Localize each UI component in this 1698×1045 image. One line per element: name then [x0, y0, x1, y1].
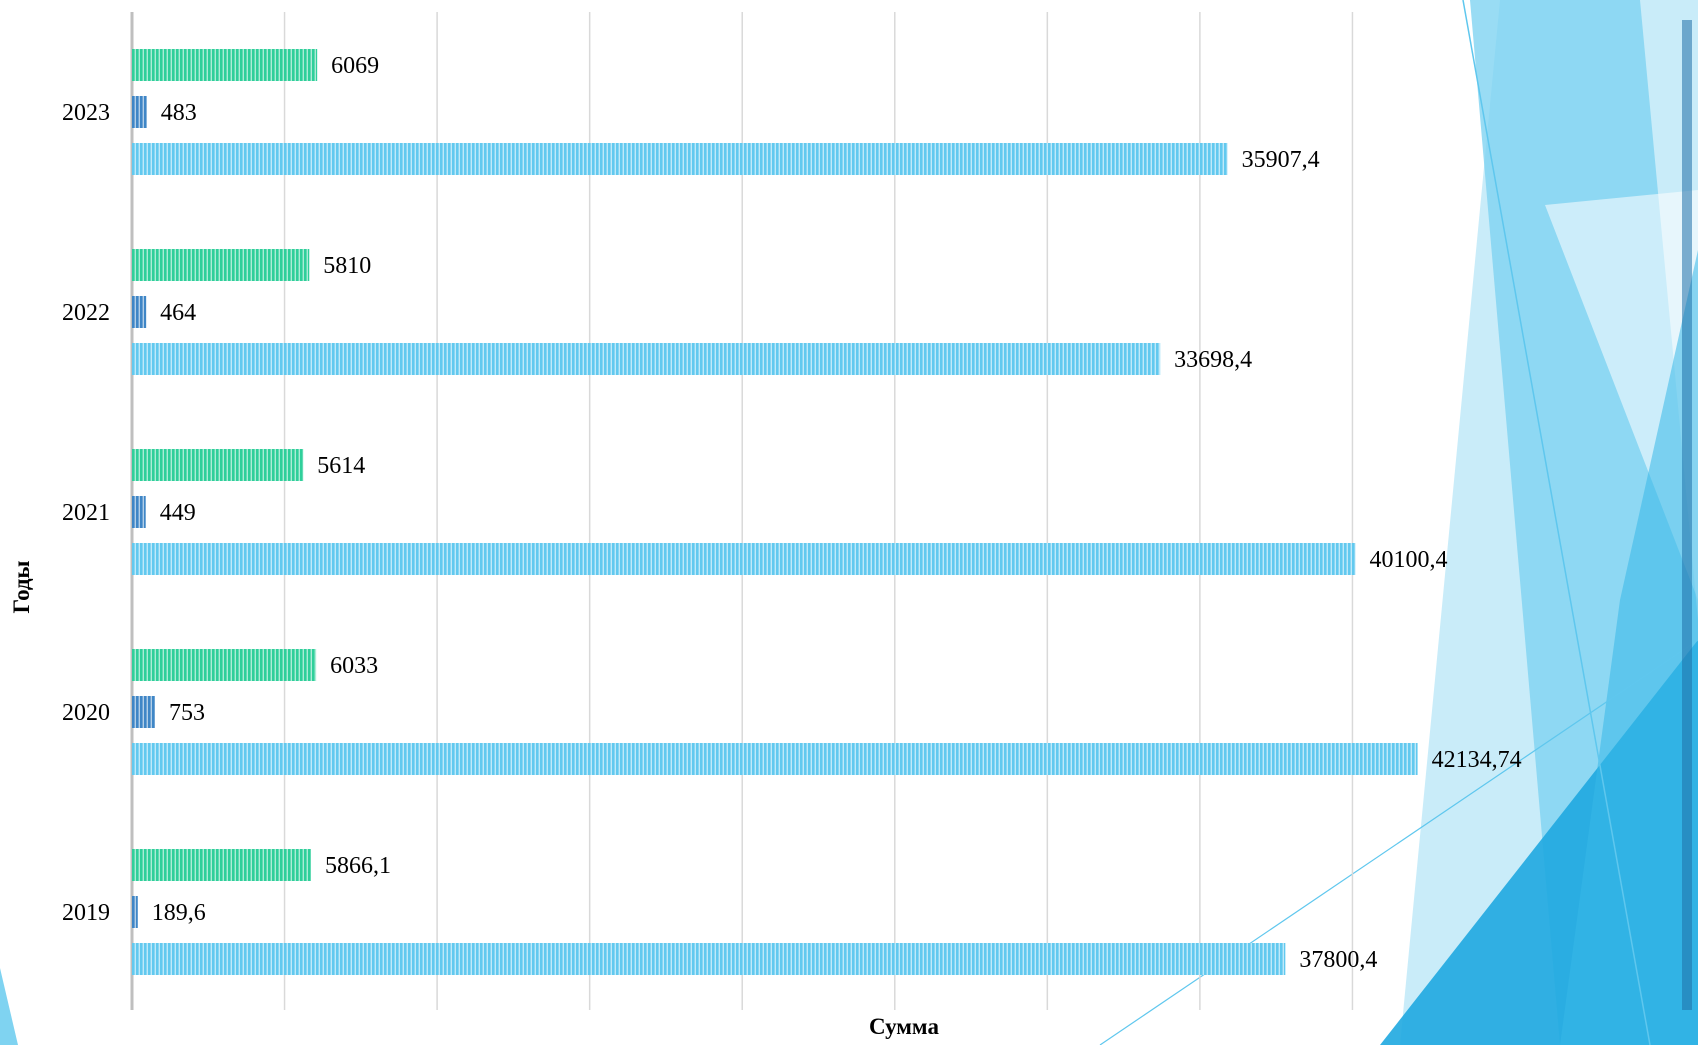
decor-left-sliver — [0, 968, 18, 1045]
bar — [132, 943, 1286, 975]
data-label: 35907,4 — [1242, 147, 1320, 173]
data-label: 483 — [161, 100, 197, 126]
bar — [132, 143, 1228, 175]
y-tick-label: 2023 — [62, 100, 110, 126]
bar — [132, 649, 317, 681]
data-label: 40100,4 — [1370, 547, 1448, 573]
data-label: 5614 — [317, 453, 365, 479]
data-labels: 5866,1 189,6 37800,4 6033 753 42134,74 5614 449… — [152, 53, 1522, 973]
bar — [132, 296, 147, 328]
data-label: 189,6 — [152, 900, 206, 926]
x-axis-title: Сумма — [869, 1014, 939, 1039]
y-tick-label: 2019 — [62, 900, 110, 926]
y-tick-label: 2021 — [62, 500, 110, 526]
data-label: 6033 — [330, 653, 378, 679]
data-label: 42134,74 — [1432, 747, 1522, 773]
y-tick-label: 2022 — [62, 300, 110, 326]
data-label: 33698,4 — [1174, 347, 1252, 373]
bar — [132, 849, 311, 881]
bar — [132, 696, 155, 728]
bar — [132, 96, 147, 128]
bar — [132, 343, 1161, 375]
bar — [132, 249, 310, 281]
data-label: 6069 — [331, 53, 379, 79]
data-label: 37800,4 — [1299, 947, 1377, 973]
decor-triangle-teal — [1560, 250, 1698, 1045]
data-label: 753 — [169, 700, 205, 726]
bar — [132, 743, 1418, 775]
bar — [132, 896, 138, 928]
x-axis-title-wrap: Сумма — [0, 1014, 1698, 1040]
bars — [132, 49, 1418, 975]
gridlines — [130, 12, 1354, 1010]
data-label: 464 — [160, 300, 196, 326]
decor-edge-bar — [1682, 20, 1692, 1010]
data-label: 449 — [160, 500, 196, 526]
y-axis-title: Годы — [9, 560, 34, 614]
bar — [132, 543, 1356, 575]
bar — [132, 49, 318, 81]
decor-line-1 — [1462, 0, 1651, 1045]
y-tick-label: 2020 — [62, 700, 110, 726]
bar — [132, 496, 146, 528]
data-label: 5810 — [323, 253, 371, 279]
year-tick-labels: 2019 2020 2021 2022 2023 — [62, 100, 110, 926]
bar — [132, 449, 304, 481]
data-label: 5866,1 — [325, 853, 391, 879]
